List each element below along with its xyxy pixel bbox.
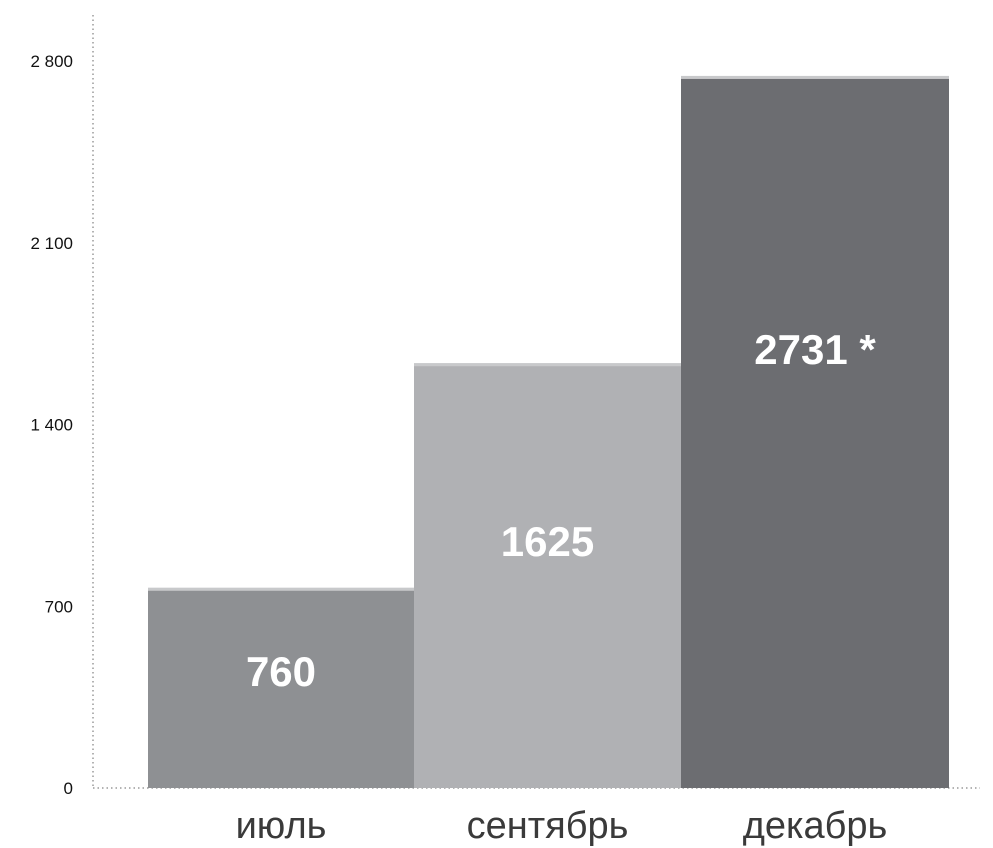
- y-tick-label: 700: [45, 597, 73, 616]
- bar-value-label: 1625: [501, 518, 594, 565]
- x-category-label: сентябрь: [467, 805, 629, 847]
- bar-value-label: 2731 *: [754, 326, 876, 373]
- bar-value-labels: 760 1625 2731 *: [246, 326, 876, 695]
- y-tick-label: 1 400: [30, 416, 73, 435]
- y-tick-label: 0: [64, 779, 73, 798]
- x-axis-labels: июль сентябрь декабрь: [236, 805, 888, 847]
- y-tick-label: 2 100: [30, 234, 73, 253]
- bar-декабрь: [681, 78, 949, 789]
- chart-bars: [148, 75, 949, 789]
- x-category-label: июль: [236, 805, 327, 847]
- bar-value-label: 760: [246, 648, 316, 695]
- y-tick-label: 2 800: [30, 52, 73, 71]
- bar-июль: [148, 590, 414, 788]
- bar-сентябрь: [414, 366, 681, 788]
- bar-top-edge: [148, 587, 414, 591]
- x-category-label: декабрь: [743, 805, 888, 847]
- bar-top-edge: [681, 75, 949, 79]
- y-axis-ticks: 0 700 1 400 2 100 2 800: [30, 52, 73, 798]
- bar-top-edge: [414, 363, 681, 367]
